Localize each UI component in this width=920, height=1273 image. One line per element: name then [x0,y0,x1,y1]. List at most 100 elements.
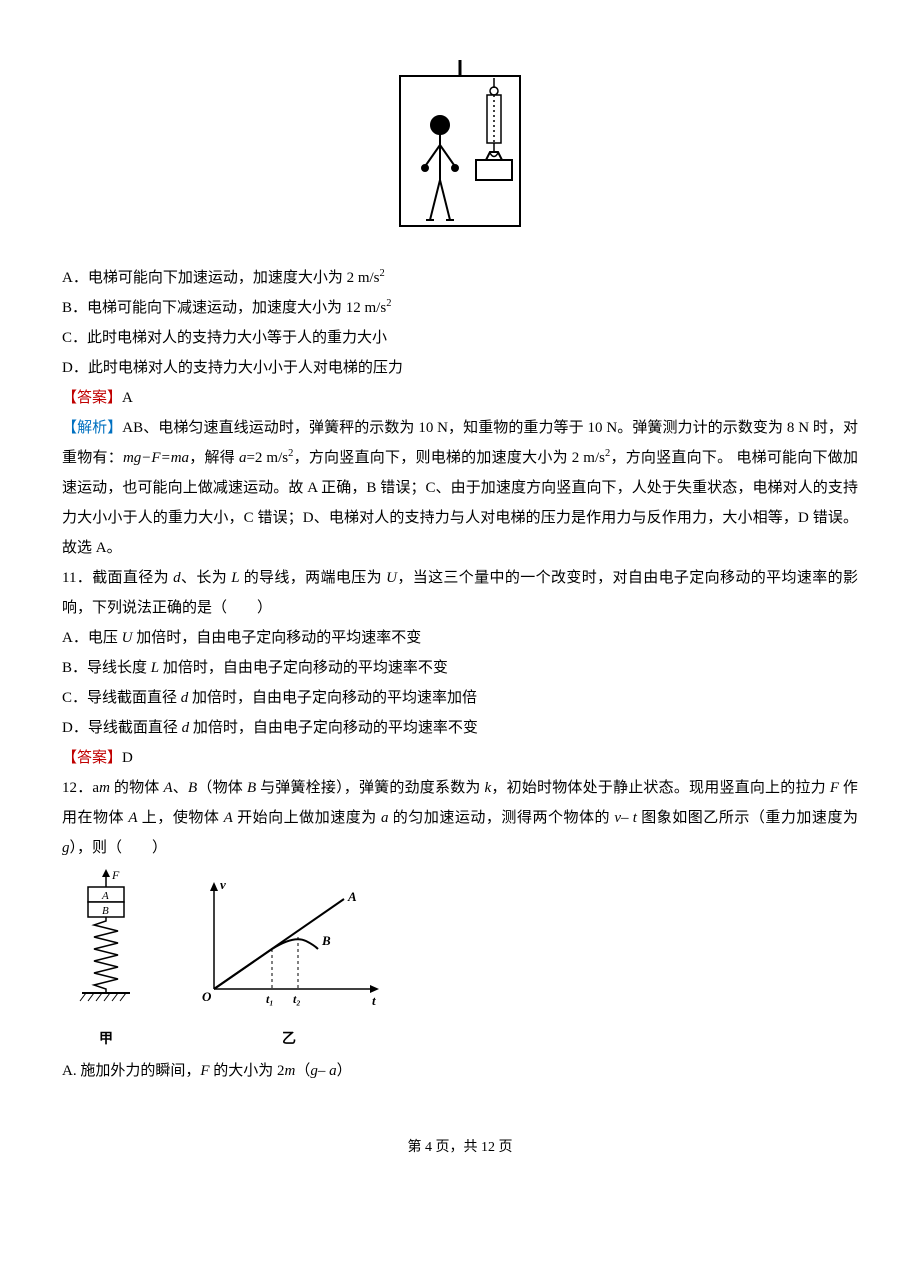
figure-left-caption: 甲 [78,1024,134,1052]
t: 上，使物体 [138,810,224,826]
origin-label: O [202,989,212,1004]
t: 开始向上做加速度为 [233,810,381,826]
option-label: A. [62,1063,80,1079]
t: 的匀加速运动，测得两个物体的 [389,810,615,826]
var: v [614,810,621,826]
t: 加倍时，自由电子定向移动的平均速率不变 [189,720,478,736]
option-label: A． [62,270,88,286]
t: 的大小为 2 [210,1063,285,1079]
t: 截面直径为 [92,570,173,586]
t: ），则（ ） [70,840,168,856]
answer-label: 【答案】 [62,390,122,406]
figure-elevator [62,60,858,239]
q12-option-a: A. 施加外力的瞬间，F 的大小为 2m（g– a） [62,1056,858,1086]
t: ，解得 [189,450,239,466]
t: 第 [408,1140,426,1155]
var: g [62,840,70,856]
q10-answer: 【答案】A [62,383,858,413]
axis-v-label: v [220,879,226,892]
t: ，初始时物体处于静止状态。现用竖直向上的拉力 [491,780,830,796]
var: F [200,1063,209,1079]
q11-stem: 11．截面直径为 d、长为 L 的导线，两端电压为 U，当这三个量中的一个改变时… [62,563,858,623]
option-label: B． [62,660,87,676]
spring-svg: F A B [78,869,134,1009]
analysis-label: 【解析】 [62,420,122,436]
option-sup: 2 [380,268,385,279]
t: – [621,810,633,826]
t: 导线截面直径 [87,690,181,706]
q11-answer: 【答案】D [62,743,858,773]
curve-a-label: A [347,889,357,904]
option-text: 此时电梯对人的支持力大小等于人的重力大小 [87,330,387,346]
curve-b-label: B [321,933,331,948]
page-num: 4 [425,1140,432,1155]
t: 与弹簧栓接），弹簧的劲度系数为 [256,780,484,796]
option-label: D． [62,720,88,736]
q11-option-d: D．导线截面直径 d 加倍时，自由电子定向移动的平均速率不变 [62,713,858,743]
t: 加倍时，自由电子定向移动的平均速率不变 [132,630,421,646]
figure-right-caption: 乙 [194,1024,384,1052]
t: 导线截面直径 [88,720,182,736]
t: （ [295,1063,310,1079]
var: d [173,570,181,586]
t: 施加外力的瞬间， [80,1063,200,1079]
t: ，方向竖直向下，则电梯的加速度大小为 2 m/s [293,450,605,466]
t: 电压 [88,630,122,646]
q10-option-a: A．电梯可能向下加速运动，加速度大小为 2 m/s2 [62,263,858,293]
t: （物体 [197,780,247,796]
var: d [182,720,190,736]
option-text: 电梯可能向下加速运动，加速度大小为 2 m/s [88,270,380,286]
var: U [386,570,397,586]
q10-option-b: B．电梯可能向下减速运动，加速度大小为 12 m/s2 [62,293,858,323]
eq: mg−F=ma [123,450,189,466]
t: 的导线，两端电压为 [240,570,387,586]
q10-analysis: 【解析】AB、电梯匀速直线运动时，弹簧秤的示数为 10 N，知重物的重力等于 1… [62,413,858,563]
axis-t-label: t [372,993,376,1008]
block-b-label: B [102,905,109,917]
var: B [188,780,197,796]
t: 页 [495,1140,513,1155]
var: g [310,1063,318,1079]
t: 、 [173,780,188,796]
t: – [318,1063,329,1079]
q10-option-d: D．此时电梯对人的支持力大小小于人对电梯的压力 [62,353,858,383]
var: B [247,780,256,796]
t: 加倍时，自由电子定向移动的平均速率不变 [159,660,448,676]
q11-option-b: B．导线长度 L 加倍时，自由电子定向移动的平均速率不变 [62,653,858,683]
option-label: C． [62,330,87,346]
option-sup: 2 [386,298,391,309]
var: A [163,780,172,796]
q11-option-c: C．导线截面直径 d 加倍时，自由电子定向移动的平均速率加倍 [62,683,858,713]
block-a-label: A [101,890,109,902]
var: L [231,570,239,586]
var: A [128,810,137,826]
answer-value: D [122,750,133,766]
answer-value: A [122,390,133,406]
q12-stem: 12．am 的物体 A、B（物体 B 与弹簧栓接），弹簧的劲度系数为 k，初始时… [62,773,858,863]
page-total: 12 [481,1140,495,1155]
t: ，方向竖直向下。 [610,450,732,466]
answer-label: 【答案】 [62,750,122,766]
t: =2 m/s [246,450,288,466]
t: AB、电梯匀速直线运动时，弹簧秤的示数为 10 N，知重物的重力等于 10 N。… [122,420,783,436]
t: 页，共 [432,1140,481,1155]
var: a [381,810,389,826]
option-label: A． [62,630,88,646]
var: m [285,1063,296,1079]
var: L [151,660,159,676]
option-text: 电梯可能向下减速运动，加速度大小为 12 m/s [87,300,386,316]
option-label: B． [62,300,87,316]
var: a [329,1063,337,1079]
q10-option-c: C．此时电梯对人的支持力大小等于人的重力大小 [62,323,858,353]
q-num: 12． [62,780,92,796]
q-num: 11． [62,570,92,586]
t: ） [337,1063,352,1079]
t: 加倍时，自由电子定向移动的平均速率加倍 [188,690,477,706]
vt-svg: v t O A B t₁ t₂ [194,879,384,1009]
page-footer: 第 4 页，共 12 页 [62,1134,858,1162]
option-label: D． [62,360,88,376]
var: A [224,810,233,826]
figure-vt-graph: v t O A B t₁ t₂ 乙 [194,879,384,1052]
q11-option-a: A．电压 U 加倍时，自由电子定向移动的平均速率不变 [62,623,858,653]
t: 的物体 [110,780,164,796]
